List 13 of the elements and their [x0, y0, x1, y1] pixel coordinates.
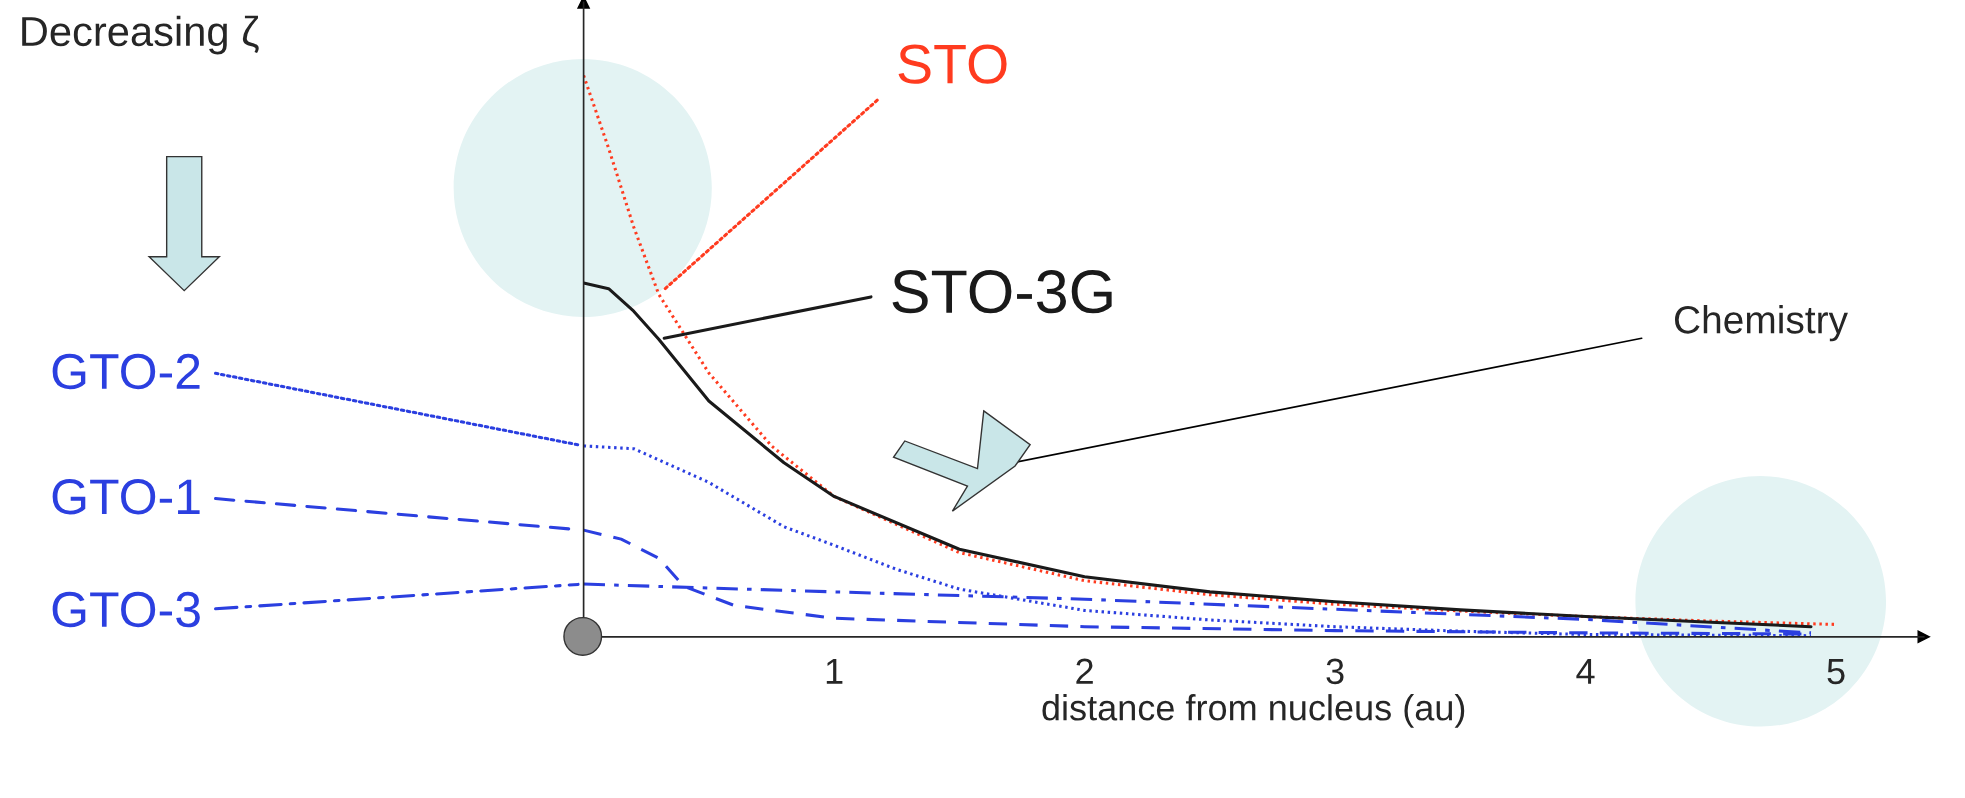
annotation: Chemistry	[1674, 305, 1848, 342]
x-axis-title: distance from nucleus (au)	[1042, 694, 1465, 728]
x-tick-label: 1	[826, 658, 843, 684]
x-tick-label: 3	[1326, 658, 1344, 685]
text: STO	[898, 44, 1007, 84]
x-tick-label: 2	[1076, 658, 1093, 684]
x-tick-label: 4	[1576, 658, 1595, 684]
text: GTO-3	[52, 591, 200, 628]
legend-label: STO-3G	[892, 270, 1112, 314]
text: GTO-1	[52, 479, 200, 515]
text: Decreasing ζ	[22, 15, 259, 55]
text: GTO-2	[52, 353, 200, 390]
x-tick-label: 5	[1827, 658, 1845, 685]
